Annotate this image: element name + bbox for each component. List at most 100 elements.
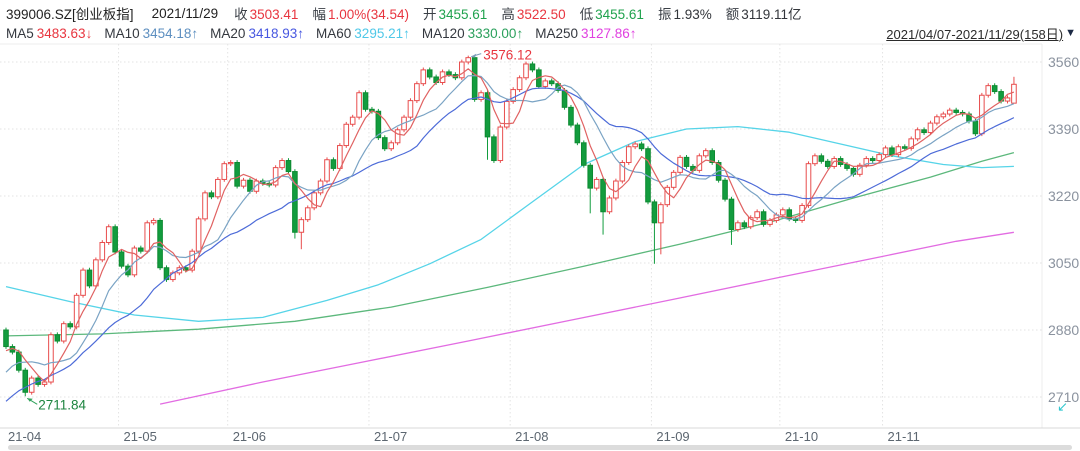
candle[interactable] [138, 245, 144, 254]
candle[interactable] [780, 207, 786, 218]
candle[interactable] [747, 215, 754, 230]
candle[interactable] [324, 157, 330, 184]
candle[interactable] [426, 67, 433, 80]
candle[interactable] [1004, 95, 1011, 104]
candle[interactable] [786, 207, 793, 222]
candle[interactable] [343, 121, 350, 148]
candle[interactable] [356, 90, 362, 120]
candle[interactable] [818, 153, 825, 164]
candle[interactable] [381, 135, 388, 152]
candle[interactable] [574, 122, 581, 146]
date-range-selector[interactable]: 2021/04/07-2021/11/29(158日) ▼ [886, 24, 1076, 43]
candle[interactable] [349, 114, 356, 127]
candle[interactable] [279, 158, 285, 170]
candle[interactable] [22, 367, 29, 397]
candle[interactable] [683, 155, 690, 169]
candle[interactable] [824, 158, 831, 169]
candle[interactable] [240, 177, 247, 189]
candle[interactable] [632, 141, 638, 150]
candle[interactable] [150, 218, 157, 226]
candle[interactable] [208, 190, 215, 200]
candle[interactable] [921, 127, 927, 135]
candle[interactable] [60, 321, 67, 344]
candle[interactable] [702, 148, 709, 159]
candle[interactable] [234, 160, 240, 189]
candle[interactable] [914, 127, 921, 142]
candle[interactable] [54, 332, 61, 344]
candle[interactable] [523, 61, 529, 81]
candle[interactable] [908, 136, 915, 151]
candle[interactable] [895, 144, 902, 157]
candle[interactable] [651, 199, 658, 264]
candle[interactable] [99, 240, 106, 263]
candle[interactable] [953, 107, 959, 115]
candle[interactable] [805, 161, 812, 208]
candle[interactable] [754, 209, 760, 221]
candle[interactable] [741, 220, 748, 230]
candle[interactable] [484, 90, 491, 160]
candle[interactable] [529, 61, 536, 73]
candle[interactable] [760, 209, 767, 227]
candle[interactable] [478, 90, 484, 102]
candle[interactable] [606, 195, 613, 215]
candle[interactable] [304, 205, 311, 223]
candle[interactable] [105, 224, 112, 245]
candle[interactable] [946, 107, 953, 117]
candle[interactable] [882, 145, 889, 157]
candle[interactable] [940, 111, 947, 120]
candle[interactable] [985, 83, 992, 98]
candle[interactable] [112, 224, 118, 255]
restore-view-icon[interactable]: ↙ [1057, 399, 1068, 414]
candle[interactable] [902, 144, 908, 151]
candle[interactable] [619, 160, 626, 184]
candle[interactable] [638, 141, 645, 152]
candle[interactable] [542, 78, 549, 89]
candle[interactable] [869, 156, 876, 163]
candle[interactable] [247, 177, 253, 194]
candle[interactable] [670, 169, 677, 190]
date-range-text[interactable]: 2021/04/07-2021/11/29(158日) [886, 27, 1064, 42]
horizontal-scrollbar[interactable] [8, 445, 1072, 450]
candle[interactable] [812, 153, 818, 167]
candle[interactable] [491, 134, 497, 163]
candle[interactable] [465, 55, 472, 65]
candle[interactable] [664, 184, 671, 208]
candle[interactable] [195, 216, 202, 254]
candle[interactable] [722, 177, 728, 202]
candle[interactable] [80, 267, 86, 298]
candle[interactable] [876, 152, 882, 163]
candle[interactable] [1011, 76, 1017, 104]
candle[interactable] [414, 81, 420, 103]
candle[interactable] [613, 178, 619, 201]
candle[interactable] [934, 114, 940, 126]
candle[interactable] [503, 99, 510, 130]
candle[interactable] [471, 55, 478, 102]
candle[interactable] [677, 155, 683, 175]
candle[interactable] [215, 177, 221, 200]
candle[interactable] [927, 120, 934, 135]
candle[interactable] [709, 148, 716, 165]
candle[interactable] [202, 190, 208, 222]
candle[interactable] [831, 156, 837, 169]
candle[interactable] [272, 165, 279, 188]
candle[interactable] [292, 169, 298, 239]
candle[interactable] [548, 78, 555, 87]
candle[interactable] [420, 67, 427, 87]
candle[interactable] [658, 202, 664, 255]
candle[interactable] [593, 177, 600, 191]
candle[interactable] [568, 104, 574, 128]
candle[interactable] [388, 140, 394, 152]
candle[interactable] [86, 267, 93, 289]
candle[interactable] [728, 196, 735, 245]
candle[interactable] [991, 83, 998, 94]
candle[interactable] [311, 190, 317, 211]
candle[interactable] [227, 160, 234, 167]
chevron-down-icon[interactable]: ▼ [1065, 27, 1076, 39]
candle[interactable] [407, 98, 414, 120]
candle[interactable] [459, 59, 465, 81]
candle[interactable] [394, 127, 401, 146]
candle[interactable] [285, 158, 292, 174]
candle[interactable] [362, 90, 369, 112]
candle[interactable] [67, 321, 74, 330]
